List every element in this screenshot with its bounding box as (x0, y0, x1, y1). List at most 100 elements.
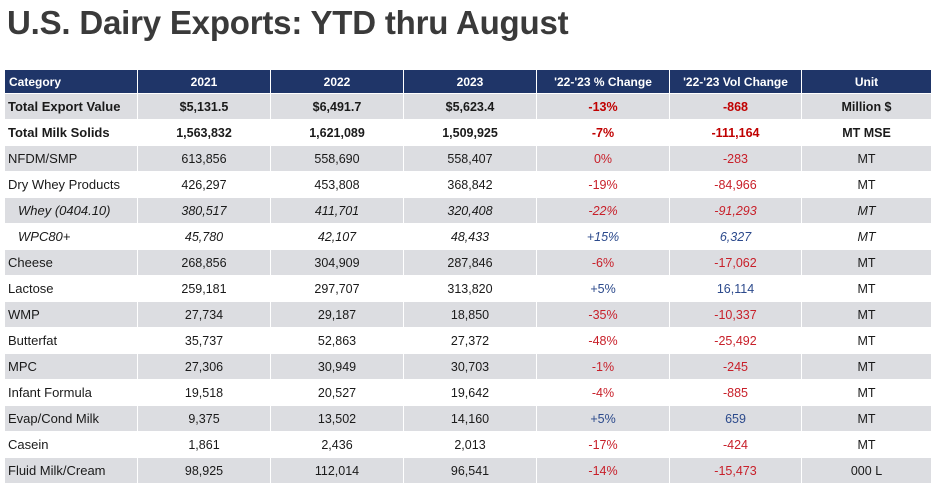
table-cell-y2022: 304,909 (271, 250, 404, 276)
table-cell-y2023: $5,623.4 (404, 94, 537, 120)
column-header: 2022 (271, 70, 404, 94)
table-cell-vol-change: -17,062 (670, 250, 802, 276)
table-cell-y2021: 1,861 (138, 432, 271, 458)
table-cell-vol-change: 6,327 (670, 224, 802, 250)
table-cell-unit: MT (802, 406, 932, 432)
table-cell-y2023: 27,372 (404, 328, 537, 354)
table-row: Dry Whey Products 426,297 453,808 368,842 -1… (5, 172, 932, 198)
table-cell-vol-change: -424 (670, 432, 802, 458)
table-cell-unit: MT (802, 250, 932, 276)
table-cell-y2023: 558,407 (404, 146, 537, 172)
table-cell-pct-change: 0% (537, 146, 670, 172)
table-cell-pct-change: -7% (537, 120, 670, 146)
dairy-exports-table: Category 2021 2022 2023 '22-'23 % Change… (5, 70, 932, 484)
table-row: Fluid Milk/Cream 98,925 112,014 96,541 -14% -… (5, 458, 932, 484)
table-cell-vol-change: -283 (670, 146, 802, 172)
table-cell-y2023: 96,541 (404, 458, 537, 484)
column-header: Unit (802, 70, 932, 94)
table-cell-unit: MT (802, 172, 932, 198)
table-row: Whey (0404.10) 380,517 411,701 320,408 -22% -… (5, 198, 932, 224)
table-cell-pct-change: -1% (537, 354, 670, 380)
row-category: Total Milk Solids (5, 120, 138, 146)
table-cell-pct-change: -48% (537, 328, 670, 354)
table-cell-y2023: 19,642 (404, 380, 537, 406)
table-cell-pct-change: -4% (537, 380, 670, 406)
table-row: Evap/Cond Milk 9,375 13,502 14,160 +5% 659 MT (5, 406, 932, 432)
table-cell-y2021: 268,856 (138, 250, 271, 276)
table-cell-y2021: 27,734 (138, 302, 271, 328)
row-category: Casein (5, 432, 138, 458)
table-row: Casein 1,861 2,436 2,013 -17% -424 MT (5, 432, 932, 458)
table-cell-pct-change: -35% (537, 302, 670, 328)
table-cell-y2022: 2,436 (271, 432, 404, 458)
table-cell-vol-change: 659 (670, 406, 802, 432)
table-row: MPC 27,306 30,949 30,703 -1% -245 MT (5, 354, 932, 380)
table-row: Infant Formula 19,518 20,527 19,642 -4% -885 M… (5, 380, 932, 406)
table-row: Cheese 268,856 304,909 287,846 -6% -17,062 MT (5, 250, 932, 276)
table-cell-unit: Million $ (802, 94, 932, 120)
table-cell-y2023: 2,013 (404, 432, 537, 458)
row-category: MPC (5, 354, 138, 380)
table-header-row: Category 2021 2022 2023 '22-'23 % Change… (5, 70, 932, 94)
table-body: Total Export Value $5,131.5 $6,491.7 $5,623… (5, 94, 932, 484)
table-row: Total Milk Solids 1,563,832 1,621,089 1,509… (5, 120, 932, 146)
table-cell-y2021: 380,517 (138, 198, 271, 224)
table-row: WPC80+ 45,780 42,107 48,433 +15% 6,327 MT (5, 224, 932, 250)
table-cell-y2023: 30,703 (404, 354, 537, 380)
table-cell-y2022: 112,014 (271, 458, 404, 484)
table-cell-unit: MT (802, 198, 932, 224)
column-header: Category (5, 70, 138, 94)
table-cell-y2021: 27,306 (138, 354, 271, 380)
table-cell-vol-change: -111,164 (670, 120, 802, 146)
table-cell-y2022: 29,187 (271, 302, 404, 328)
table-cell-y2022: 558,690 (271, 146, 404, 172)
row-category: Fluid Milk/Cream (5, 458, 138, 484)
table-cell-pct-change: +5% (537, 406, 670, 432)
row-category: Whey (0404.10) (5, 198, 138, 224)
table-cell-y2021: $5,131.5 (138, 94, 271, 120)
table-cell-vol-change: -885 (670, 380, 802, 406)
table-row: Lactose 259,181 297,707 313,820 +5% 16,114 MT (5, 276, 932, 302)
table-cell-y2021: 259,181 (138, 276, 271, 302)
table-cell-y2021: 45,780 (138, 224, 271, 250)
table-cell-unit: MT (802, 432, 932, 458)
table-cell-vol-change: 16,114 (670, 276, 802, 302)
table-cell-y2023: 18,850 (404, 302, 537, 328)
table-cell-vol-change: -868 (670, 94, 802, 120)
table-cell-vol-change: -84,966 (670, 172, 802, 198)
row-category: Lactose (5, 276, 138, 302)
table-cell-y2023: 287,846 (404, 250, 537, 276)
table-cell-pct-change: -14% (537, 458, 670, 484)
table-cell-pct-change: -17% (537, 432, 670, 458)
table-cell-vol-change: -91,293 (670, 198, 802, 224)
table-cell-y2022: 1,621,089 (271, 120, 404, 146)
table-cell-unit: MT (802, 354, 932, 380)
table-cell-y2021: 35,737 (138, 328, 271, 354)
row-category: NFDM/SMP (5, 146, 138, 172)
table-cell-y2023: 313,820 (404, 276, 537, 302)
table-cell-y2023: 320,408 (404, 198, 537, 224)
row-category: Evap/Cond Milk (5, 406, 138, 432)
table-cell-unit: MT (802, 380, 932, 406)
table-cell-pct-change: +15% (537, 224, 670, 250)
table-cell-y2021: 19,518 (138, 380, 271, 406)
table-cell-y2022: 30,949 (271, 354, 404, 380)
table-cell-y2023: 48,433 (404, 224, 537, 250)
column-header: '22-'23 Vol Change (670, 70, 802, 94)
table-cell-vol-change: -245 (670, 354, 802, 380)
page-title: U.S. Dairy Exports: YTD thru August (7, 4, 569, 41)
row-category: WMP (5, 302, 138, 328)
table-cell-y2022: 20,527 (271, 380, 404, 406)
row-category: WPC80+ (5, 224, 138, 250)
table-row: Total Export Value $5,131.5 $6,491.7 $5,623… (5, 94, 932, 120)
row-category: Total Export Value (5, 94, 138, 120)
row-category: Cheese (5, 250, 138, 276)
table-cell-y2023: 1,509,925 (404, 120, 537, 146)
table-cell-pct-change: -19% (537, 172, 670, 198)
table-cell-unit: 000 L (802, 458, 932, 484)
table-cell-pct-change: -13% (537, 94, 670, 120)
table-cell-y2021: 613,856 (138, 146, 271, 172)
table-row: WMP 27,734 29,187 18,850 -35% -10,337 MT (5, 302, 932, 328)
table-cell-unit: MT MSE (802, 120, 932, 146)
table-cell-pct-change: -22% (537, 198, 670, 224)
